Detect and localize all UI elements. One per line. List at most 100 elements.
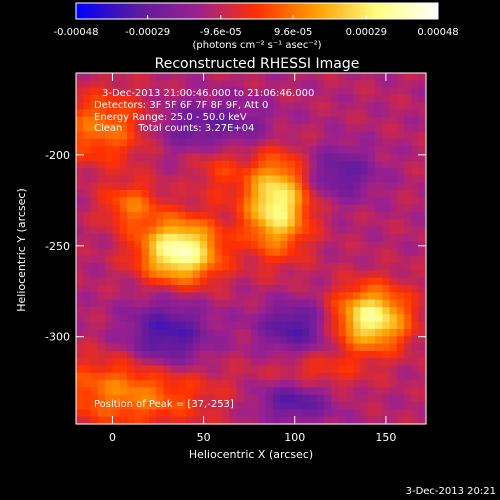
heatmap-cell	[345, 116, 354, 125]
heatmap-cell	[156, 336, 165, 345]
heatmap-cell	[316, 394, 325, 403]
heatmap-cell	[221, 307, 230, 315]
heatmap-cell	[389, 350, 398, 359]
colorbar-gradient	[75, 2, 439, 20]
heatmap-cell	[331, 409, 340, 418]
heatmap-cell	[214, 102, 223, 111]
heatmap-cell	[353, 138, 361, 147]
heatmap-cell	[119, 285, 128, 293]
heatmap-cell	[148, 182, 157, 191]
heatmap-cell	[243, 350, 252, 359]
heatmap-cell	[127, 87, 135, 96]
heatmap-cell	[97, 116, 106, 125]
heatmap-cell	[199, 328, 208, 337]
heatmap-cell	[156, 190, 165, 198]
heatmap-cell	[141, 416, 150, 425]
heatmap-cell	[389, 168, 398, 176]
heatmap-cell	[199, 146, 208, 155]
heatmap-cell	[404, 285, 413, 293]
heatmap-cell	[163, 292, 172, 301]
heatmap-cell	[243, 80, 252, 89]
heatmap-cell	[418, 307, 427, 315]
heatmap-cell	[345, 138, 354, 147]
heatmap-cell	[389, 416, 398, 425]
heatmap-cell	[280, 190, 289, 198]
heatmap-cell	[251, 233, 259, 242]
heatmap-cell	[148, 328, 157, 337]
heatmap-cell	[127, 292, 135, 301]
heatmap-cell	[374, 365, 383, 374]
heatmap-cell	[199, 226, 208, 235]
heatmap-cell	[97, 73, 106, 81]
heatmap-cell	[199, 211, 208, 220]
heatmap-cell	[192, 131, 201, 140]
heatmap-cell	[353, 94, 361, 103]
heatmap-cell	[367, 116, 376, 125]
heatmap-cell	[251, 321, 259, 330]
heatmap-cell	[396, 153, 405, 162]
heatmap-cell	[251, 94, 259, 103]
heatmap-cell	[97, 241, 106, 250]
heatmap-cell	[294, 380, 303, 389]
heatmap-cell	[418, 248, 427, 257]
heatmap-cell	[367, 380, 376, 389]
heatmap-cell	[97, 80, 106, 89]
heatmap-cell	[134, 168, 143, 176]
heatmap-cell	[316, 285, 325, 293]
heatmap-cell	[83, 270, 92, 279]
heatmap-cell	[90, 87, 99, 96]
heatmap-cell	[258, 102, 267, 111]
heatmap-cell	[345, 175, 354, 184]
heatmap-cell	[148, 307, 157, 315]
heatmap-cell	[229, 358, 238, 367]
heatmap-cell	[309, 343, 318, 352]
heatmap-cell	[251, 190, 259, 198]
heatmap-cell	[178, 409, 186, 418]
colorbar-unit-label: (photons cm⁻² s⁻¹ asec⁻²)	[192, 40, 321, 51]
heatmap-cell	[294, 416, 303, 425]
heatmap-cell	[374, 153, 383, 162]
heatmap-cell	[214, 402, 223, 410]
heatmap-cell	[134, 226, 143, 235]
heatmap-cell	[105, 255, 114, 264]
heatmap-cell	[389, 160, 398, 169]
heatmap-cell	[236, 372, 245, 381]
heatmap-cell	[389, 314, 398, 323]
heatmap-cell	[272, 328, 281, 337]
heatmap-cell	[302, 270, 310, 279]
heatmap-cell	[243, 168, 252, 176]
heatmap-cell	[243, 219, 252, 228]
heatmap-cell	[396, 263, 405, 272]
heatmap-cell	[214, 358, 223, 367]
heatmap-cell	[221, 73, 230, 81]
heatmap-cell	[76, 321, 84, 330]
heatmap-cell	[127, 197, 135, 206]
heatmap-cell	[345, 285, 354, 293]
heatmap-cell	[148, 263, 157, 272]
heatmap-cell	[207, 263, 216, 272]
heatmap-cell	[214, 321, 223, 330]
heatmap-cell	[404, 80, 413, 89]
heatmap-cell	[243, 87, 252, 96]
heatmap-cell	[331, 226, 340, 235]
heatmap-cell	[367, 299, 376, 308]
heatmap-cell	[272, 409, 281, 418]
heatmap-cell	[243, 131, 252, 140]
heatmap-cell	[112, 350, 121, 359]
heatmap-cell	[360, 277, 369, 286]
heatmap-cell	[163, 204, 172, 213]
heatmap-cell	[229, 102, 238, 111]
heatmap-cell	[331, 416, 340, 425]
heatmap-cell	[236, 233, 245, 242]
heatmap-cell	[134, 153, 143, 162]
heatmap-cell	[148, 73, 157, 81]
heatmap-cell	[251, 182, 259, 191]
heatmap-cell	[141, 292, 150, 301]
heatmap-cell	[229, 328, 238, 337]
heatmap-cell	[258, 285, 267, 293]
heatmap-cell	[404, 204, 413, 213]
heatmap-cell	[185, 102, 194, 111]
heatmap-cell	[243, 328, 252, 337]
heatmap-cell	[382, 109, 391, 118]
heatmap-cell	[148, 94, 157, 103]
